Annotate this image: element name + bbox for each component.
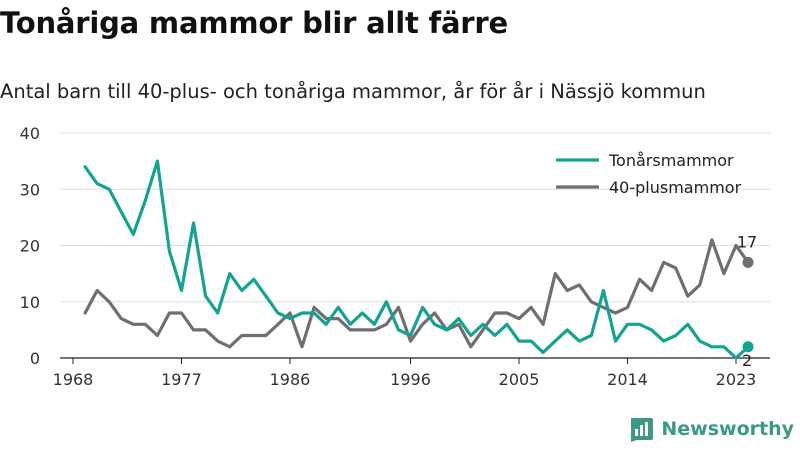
- end-value-label: 2: [742, 351, 752, 370]
- series-end-markers: 2 17: [737, 232, 757, 369]
- series-lines: [83, 159, 750, 360]
- x-tick-label: 1968: [53, 370, 94, 389]
- brand-name: Newsworthy: [661, 418, 794, 440]
- x-tick-label: 1986: [270, 370, 311, 389]
- x-tick-label: 1977: [161, 370, 202, 389]
- grid-lines: [60, 132, 770, 359]
- chart-legend: Tonårsmammor 40-plusmammor: [556, 151, 742, 197]
- y-tick-label: 0: [30, 349, 40, 368]
- x-tick-label: 2023: [716, 370, 757, 389]
- y-tick-label: 20: [20, 237, 40, 256]
- series-line-40-plusmammor: [83, 238, 750, 349]
- x-tick-label: 1996: [390, 370, 431, 389]
- series-line-Tonårsmammor: [83, 159, 750, 360]
- chart-title: Tonåriga mammor blir allt färre: [0, 6, 508, 40]
- bar-chart-logo-icon: [631, 418, 654, 442]
- y-tick-label: 40: [20, 124, 40, 143]
- end-value-label: 17: [737, 232, 757, 251]
- y-axis: 0 10 20 30 40: [20, 124, 40, 368]
- end-point-marker: [742, 341, 754, 353]
- end-point-marker: [742, 256, 754, 268]
- x-tick-label: 2005: [499, 370, 540, 389]
- x-tick-label: 2014: [607, 370, 648, 389]
- x-axis: 1968 1977 1986 1996 2005 2014 2023: [53, 358, 757, 389]
- legend-label: Tonårsmammor: [608, 151, 734, 170]
- legend-label: 40-plusmammor: [609, 178, 742, 197]
- y-tick-label: 10: [20, 293, 40, 312]
- chart-subtitle: Antal barn till 40-plus- och tonåriga ma…: [0, 80, 706, 103]
- y-tick-label: 30: [20, 180, 40, 199]
- newsworthy-logo: Newsworthy: [629, 416, 794, 442]
